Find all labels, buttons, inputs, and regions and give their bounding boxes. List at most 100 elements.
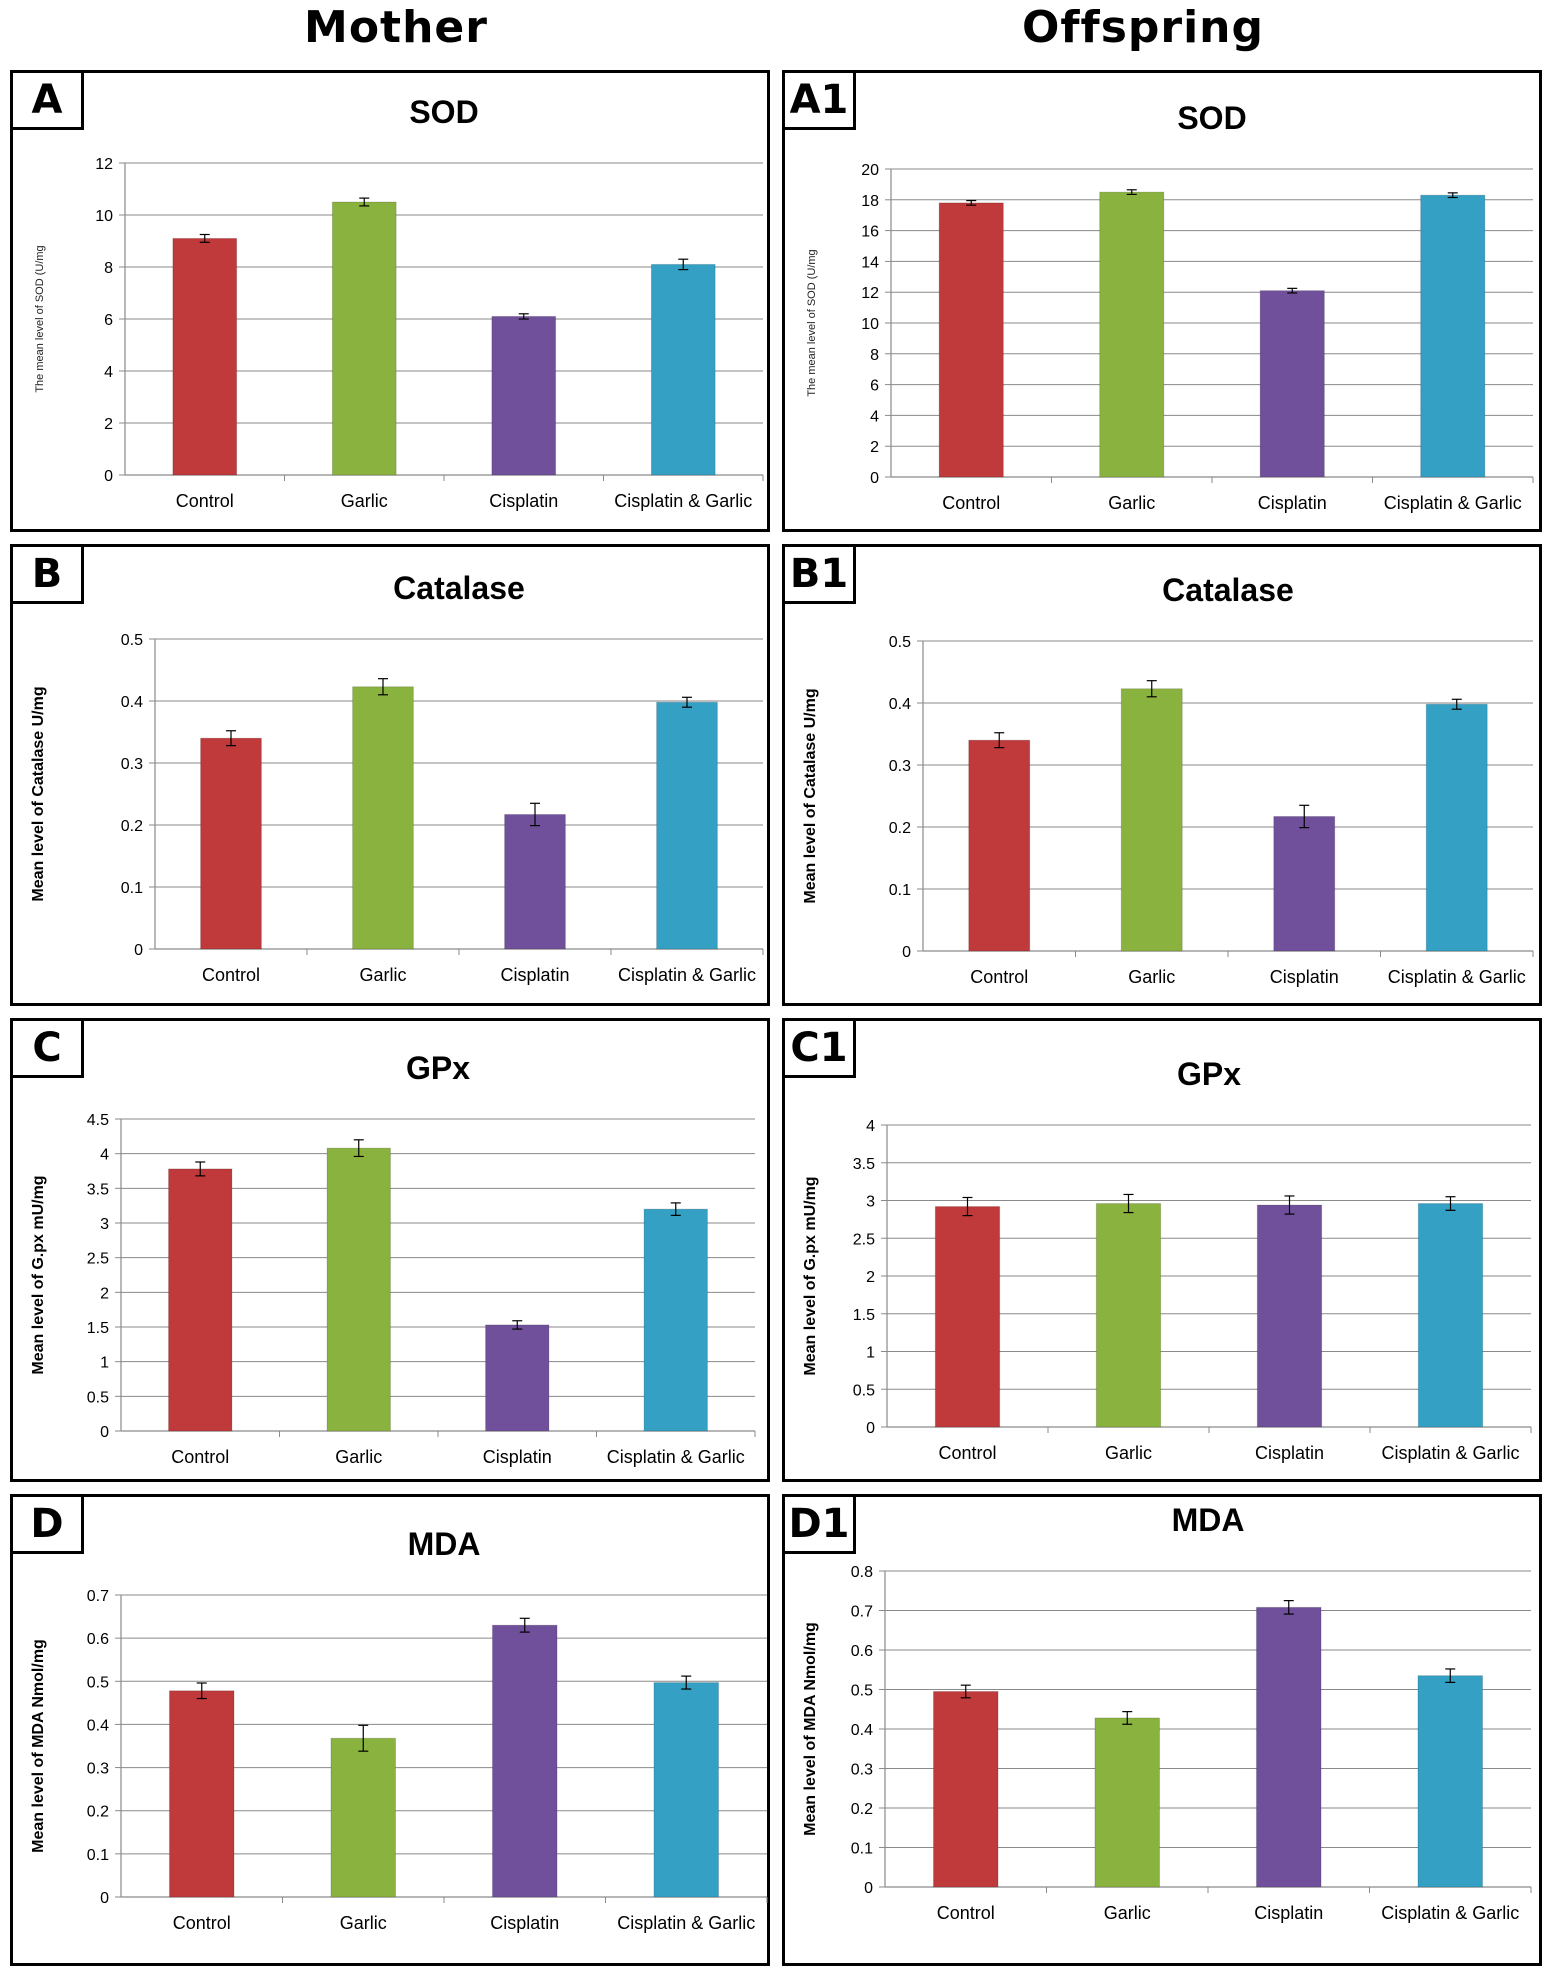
y-tick-label: 6 [870, 378, 879, 395]
x-category-label: Garlic [1104, 1903, 1151, 1923]
y-tick-label: 0.5 [121, 632, 143, 649]
y-tick-label: 8 [104, 260, 113, 277]
error-bar [1447, 192, 1458, 199]
bar-cisplatin [1256, 1204, 1323, 1428]
x-category-label: Cisplatin [483, 1447, 552, 1467]
chart-title: MDA [1172, 1502, 1245, 1538]
x-category-label: Control [970, 967, 1028, 987]
y-tick-label: 0.1 [851, 1841, 873, 1858]
panel-label: D1 [785, 1497, 856, 1554]
y-tick-label: 3 [100, 1216, 109, 1233]
chart-panel-a: A SOD 0 2 4 6 8 10 12 The mean level of SOD (U/mg… [10, 70, 770, 532]
chart-title: SOD [409, 94, 478, 130]
x-category-label: Garlic [1108, 493, 1155, 513]
y-tick-label: 0.1 [121, 880, 143, 897]
error-bar [678, 258, 689, 271]
x-category-label: Cisplatin [500, 965, 569, 985]
error-bar [670, 1202, 681, 1216]
y-tick-label: 4 [100, 1147, 109, 1164]
bar-chart-d1: MDA 0 0.1 0.2 0.3 0.4 0.5 0.6 0.7 0.8 Mean level o… [802, 1502, 1532, 1923]
error-bar [1126, 189, 1137, 196]
y-tick-label: 12 [95, 156, 113, 173]
error-bar [359, 197, 370, 207]
bar-garlic [330, 1737, 397, 1898]
y-tick-label: 0.4 [851, 1722, 873, 1739]
error-bar [530, 802, 540, 827]
error-bar [358, 1724, 369, 1752]
y-tick-label: 0 [104, 468, 113, 485]
error-bar [966, 199, 977, 206]
error-bar [1299, 804, 1310, 829]
y-tick-label: 2.5 [87, 1251, 109, 1268]
bar-cisplatin-garlic [1417, 1675, 1484, 1888]
bar-garlic [1094, 1717, 1161, 1888]
bar-cisplatin-garlic [653, 1682, 720, 1898]
error-bar [1451, 698, 1462, 710]
error-bar [378, 678, 388, 696]
bar-cisplatin-garlic [1417, 1203, 1484, 1428]
panel-label: D [13, 1497, 84, 1554]
panel-label: C [13, 1021, 84, 1078]
y-tick-label: 0.1 [87, 1847, 109, 1864]
x-category-label: Cisplatin & Garlic [1381, 1903, 1519, 1923]
y-tick-label: 18 [861, 193, 879, 210]
chart-panel-b: B Catalase 0 0.1 0.2 0.3 0.4 0.5 Mean level of C… [10, 544, 770, 1006]
y-tick-label: 0.4 [121, 694, 143, 711]
y-tick-label: 16 [861, 224, 879, 241]
y-tick-label: 0.4 [87, 1717, 109, 1734]
y-tick-label: 0.3 [851, 1762, 873, 1779]
y-axis-label: Mean level of Catalase U/mg [802, 688, 819, 903]
y-tick-label: 0.5 [87, 1389, 109, 1406]
x-category-label: Cisplatin & Garlic [1384, 493, 1522, 513]
y-tick-label: 8 [870, 347, 879, 364]
y-tick-label: 0.5 [889, 634, 911, 651]
error-bar [1146, 680, 1157, 698]
bar-control [934, 1206, 1001, 1428]
x-category-label: Cisplatin & Garlic [618, 965, 756, 985]
y-tick-label: 0.7 [851, 1604, 873, 1621]
y-axis-label: Mean level of G.px mU/mg [30, 1175, 47, 1374]
y-tick-label: 0.5 [87, 1674, 109, 1691]
error-bar [199, 233, 210, 243]
y-tick-label: 0.2 [87, 1804, 109, 1821]
y-tick-label: 2 [100, 1285, 109, 1302]
x-category-label: Cisplatin & Garlic [614, 491, 752, 511]
y-tick-label: 0.1 [889, 882, 911, 899]
y-tick-label: 3.5 [853, 1156, 875, 1173]
x-category-label: Garlic [1128, 967, 1175, 987]
bar-garlic [1120, 688, 1183, 952]
error-bar [1445, 1196, 1456, 1211]
chart-title: GPx [406, 1050, 470, 1086]
error-bar [994, 732, 1005, 749]
x-category-label: Cisplatin [1270, 967, 1339, 987]
bar-control [932, 1690, 999, 1888]
x-category-label: Garlic [335, 1447, 382, 1467]
y-tick-label: 0.7 [87, 1588, 109, 1605]
chart-panel-c: C GPx 0 0.5 1 1.5 2 2.5 3 3.5 4 4.5 Mean level of G.… [10, 1018, 770, 1482]
y-tick-label: 1.5 [87, 1320, 109, 1337]
panel-label: B [13, 547, 84, 604]
error-bar [682, 696, 692, 708]
bar-cisplatin-garlic [656, 701, 718, 950]
error-bar [962, 1196, 973, 1217]
x-category-label: Control [171, 1447, 229, 1467]
error-bar [960, 1684, 971, 1699]
bar-garlic [1095, 1203, 1162, 1428]
y-tick-label: 0 [100, 1890, 109, 1907]
chart-panel-d1: D1 MDA 0 0.1 0.2 0.3 0.4 0.5 0.6 0.7 0.8 Mean level… [782, 1494, 1542, 1966]
bar-cisplatin-garlic [643, 1208, 708, 1432]
error-bar [1287, 287, 1298, 294]
bar-chart-b1: Catalase 0 0.1 0.2 0.3 0.4 0.5 Mean level of Ca… [802, 572, 1534, 987]
bar-chart-d: MDA 0 0.1 0.2 0.3 0.4 0.5 0.6 0.7 Mean level of M… [30, 1526, 768, 1933]
x-category-label: Cisplatin [489, 491, 558, 511]
y-tick-label: 20 [861, 162, 879, 179]
error-bar [518, 313, 529, 320]
x-category-label: Cisplatin & Garlic [1381, 1443, 1519, 1463]
error-bar [681, 1675, 692, 1690]
error-bar [519, 1617, 530, 1633]
y-tick-label: 0 [866, 1420, 875, 1437]
y-tick-label: 0.2 [121, 818, 143, 835]
x-category-label: Control [942, 493, 1000, 513]
bar-chart-b: Catalase 0 0.1 0.2 0.3 0.4 0.5 Mean level of Ca… [30, 570, 764, 985]
y-tick-label: 0 [134, 942, 143, 959]
